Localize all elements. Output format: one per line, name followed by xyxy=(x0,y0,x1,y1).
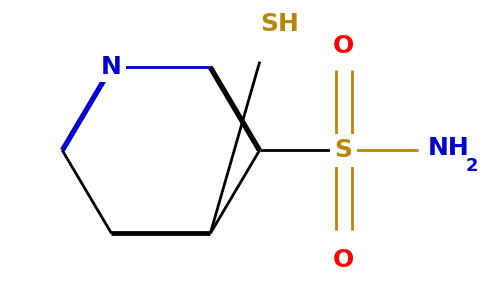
Text: O: O xyxy=(333,248,354,272)
Text: N: N xyxy=(101,55,122,79)
Text: O: O xyxy=(333,34,354,58)
Text: S: S xyxy=(335,138,353,162)
Text: SH: SH xyxy=(260,12,299,36)
Text: NH: NH xyxy=(428,136,469,160)
Text: 2: 2 xyxy=(465,157,478,175)
